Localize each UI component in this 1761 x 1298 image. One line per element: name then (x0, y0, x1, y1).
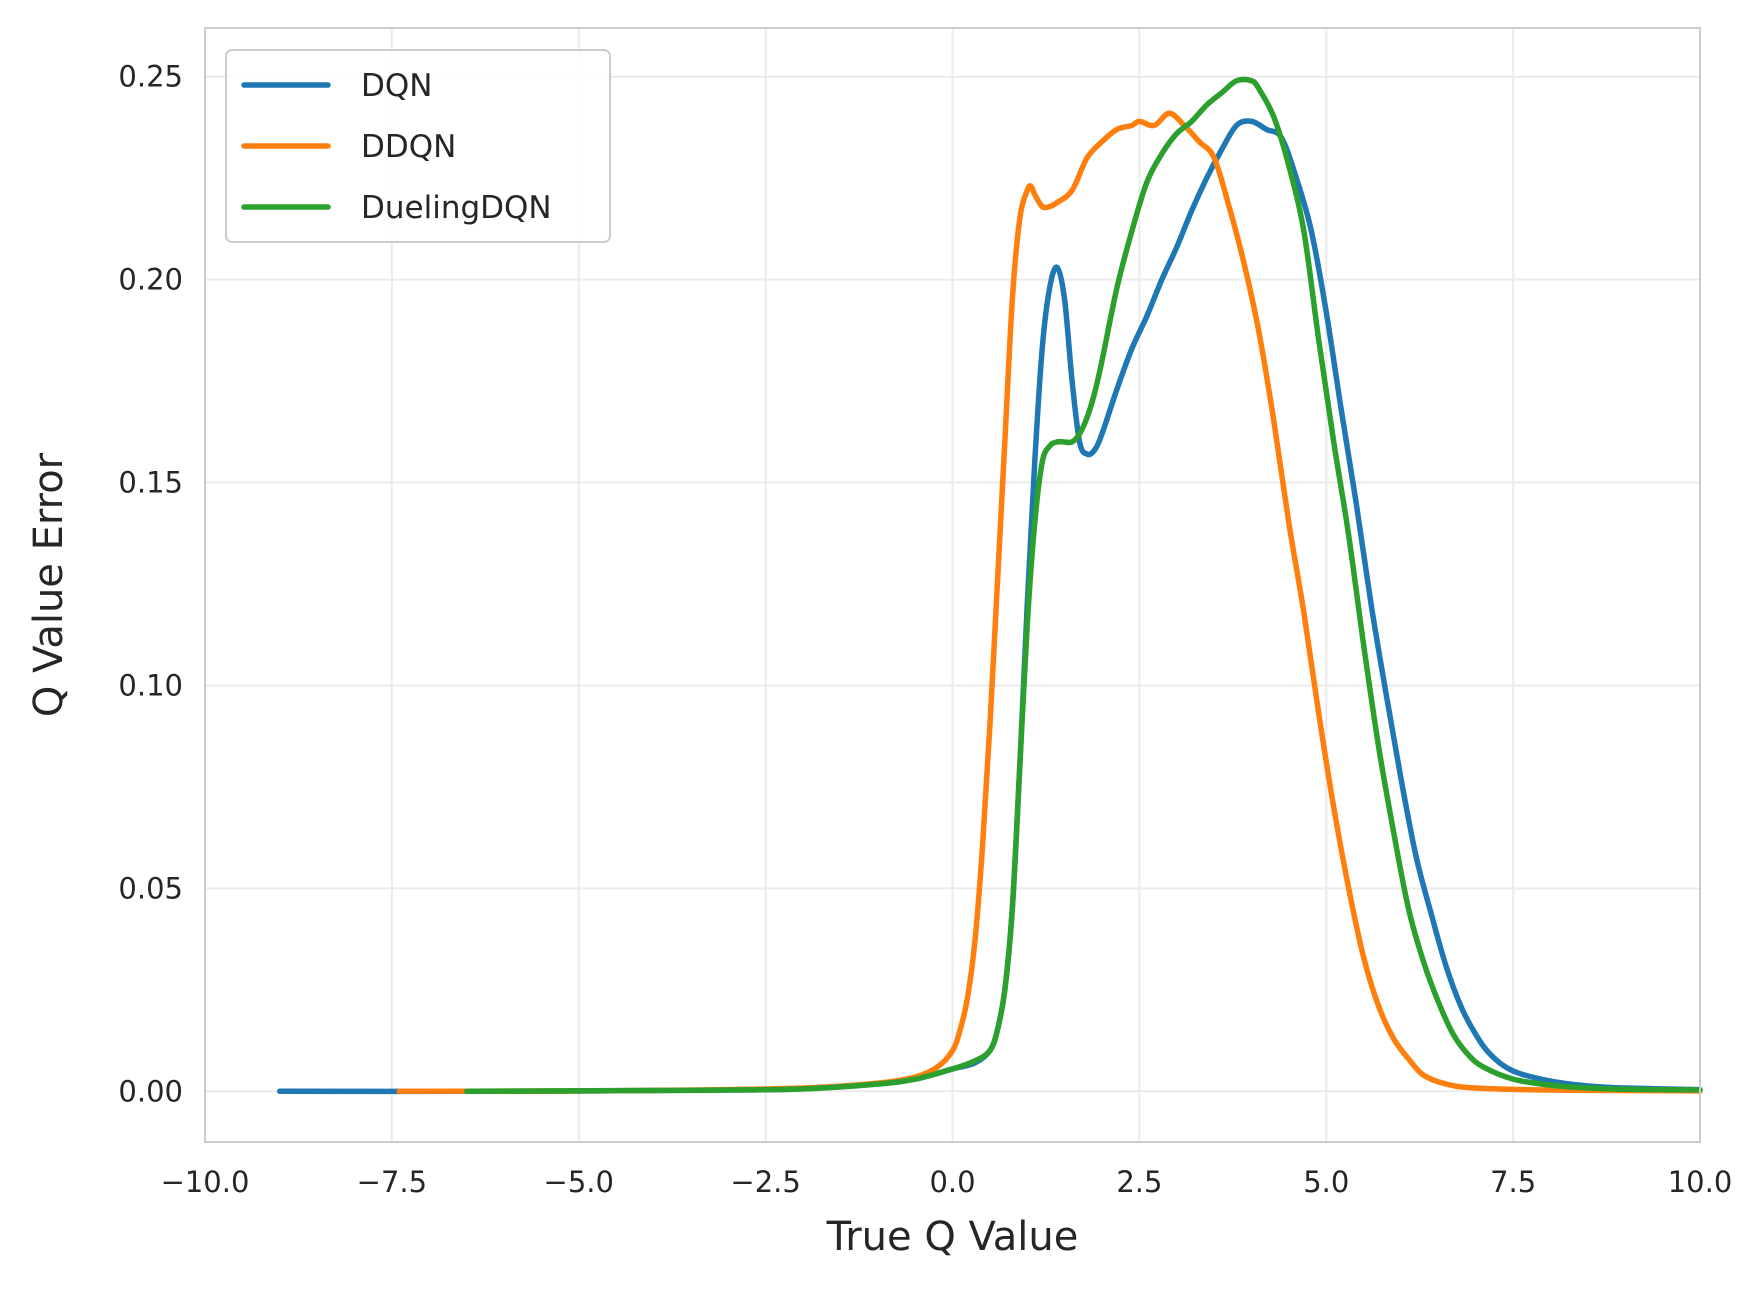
x-tick-label: −7.5 (357, 1165, 427, 1199)
plot-frame (204, 27, 1701, 1143)
x-tick-label: 10.0 (1668, 1165, 1733, 1199)
legend-label: DQN (361, 68, 432, 104)
legend-item: DuelingDQN (241, 190, 552, 226)
y-tick-label: 0.00 (118, 1074, 183, 1108)
legend-box (225, 49, 611, 243)
y-tick-label: 0.20 (118, 263, 183, 297)
legend-item: DDQN (241, 129, 456, 165)
x-tick-label: −5.0 (544, 1165, 614, 1199)
series-line-dqn (277, 118, 1703, 1095)
y-tick-label: 0.05 (118, 871, 183, 905)
x-axis-label: True Q Value (826, 1214, 1079, 1260)
y-axis-label: Q Value Error (26, 452, 72, 717)
y-axis-ticks: 0.00 0.05 0.10 0.15 0.20 0.25 (118, 60, 183, 1109)
x-tick-label: 5.0 (1303, 1165, 1349, 1199)
y-tick-label: 0.25 (118, 60, 183, 94)
x-tick-label: 0.0 (929, 1165, 975, 1199)
y-tick-label: 0.10 (118, 668, 183, 702)
x-tick-label: 2.5 (1116, 1165, 1162, 1199)
series-line-ddqn (396, 110, 1703, 1095)
series-line-duelingdqn (463, 76, 1703, 1095)
y-tick-label: 0.15 (118, 466, 183, 500)
x-axis-ticks: −10.0 −7.5 −5.0 −2.5 0.0 2.5 5.0 7.5 10.0 (161, 1165, 1733, 1199)
x-tick-label: −10.0 (161, 1165, 250, 1199)
x-tick-label: 7.5 (1490, 1165, 1536, 1199)
legend-item: DQN (241, 68, 432, 104)
legend-label: DDQN (361, 129, 456, 165)
x-tick-label: −2.5 (730, 1165, 800, 1199)
legend: DQN DDQN DuelingDQN (225, 49, 611, 243)
legend-label: DuelingDQN (361, 190, 552, 226)
series-lines (277, 76, 1703, 1095)
